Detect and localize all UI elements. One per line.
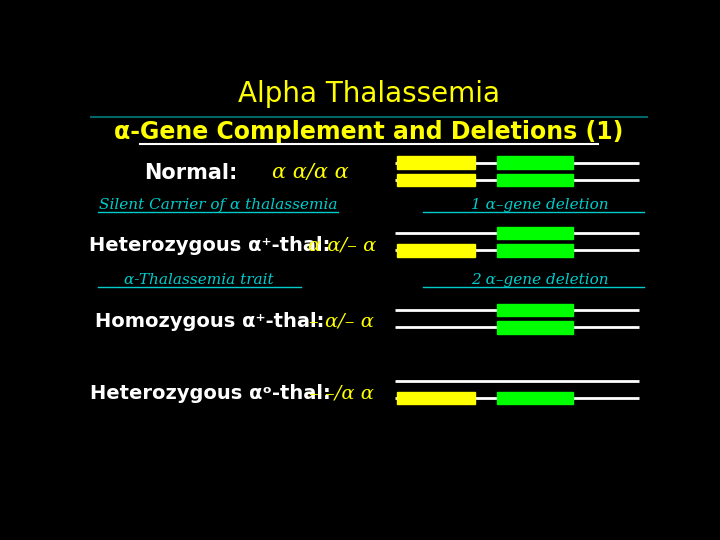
Text: Heterozygous α⁺-thal:: Heterozygous α⁺-thal: xyxy=(89,237,330,255)
Bar xyxy=(497,303,573,316)
Bar xyxy=(497,174,573,186)
Text: – α/– α: – α/– α xyxy=(310,312,374,330)
Text: 2 α–gene deletion: 2 α–gene deletion xyxy=(471,273,608,287)
Bar xyxy=(497,226,573,239)
Bar xyxy=(397,392,475,404)
Bar xyxy=(497,392,573,404)
Bar xyxy=(497,157,573,168)
Text: Alpha Thalassemia: Alpha Thalassemia xyxy=(238,80,500,108)
Text: α α/– α: α α/– α xyxy=(307,237,376,255)
Text: α-Thalassemia trait: α-Thalassemia trait xyxy=(124,273,274,287)
Bar xyxy=(497,321,573,334)
Text: α-Gene Complement and Deletions (1): α-Gene Complement and Deletions (1) xyxy=(114,120,624,144)
Text: – –/α α: – –/α α xyxy=(310,384,374,403)
Bar xyxy=(397,174,475,186)
Text: Normal:: Normal: xyxy=(144,163,238,183)
Bar xyxy=(497,244,573,256)
Text: Silent Carrier of α thalassemia: Silent Carrier of α thalassemia xyxy=(99,198,337,212)
Bar xyxy=(397,244,475,256)
Text: Heterozygous αᵒ-thal:: Heterozygous αᵒ-thal: xyxy=(90,384,330,403)
Text: Homozygous α⁺-thal:: Homozygous α⁺-thal: xyxy=(96,312,325,330)
Bar xyxy=(397,157,475,168)
Text: α α/α α: α α/α α xyxy=(272,163,349,182)
Text: 1 α–gene deletion: 1 α–gene deletion xyxy=(471,198,608,212)
